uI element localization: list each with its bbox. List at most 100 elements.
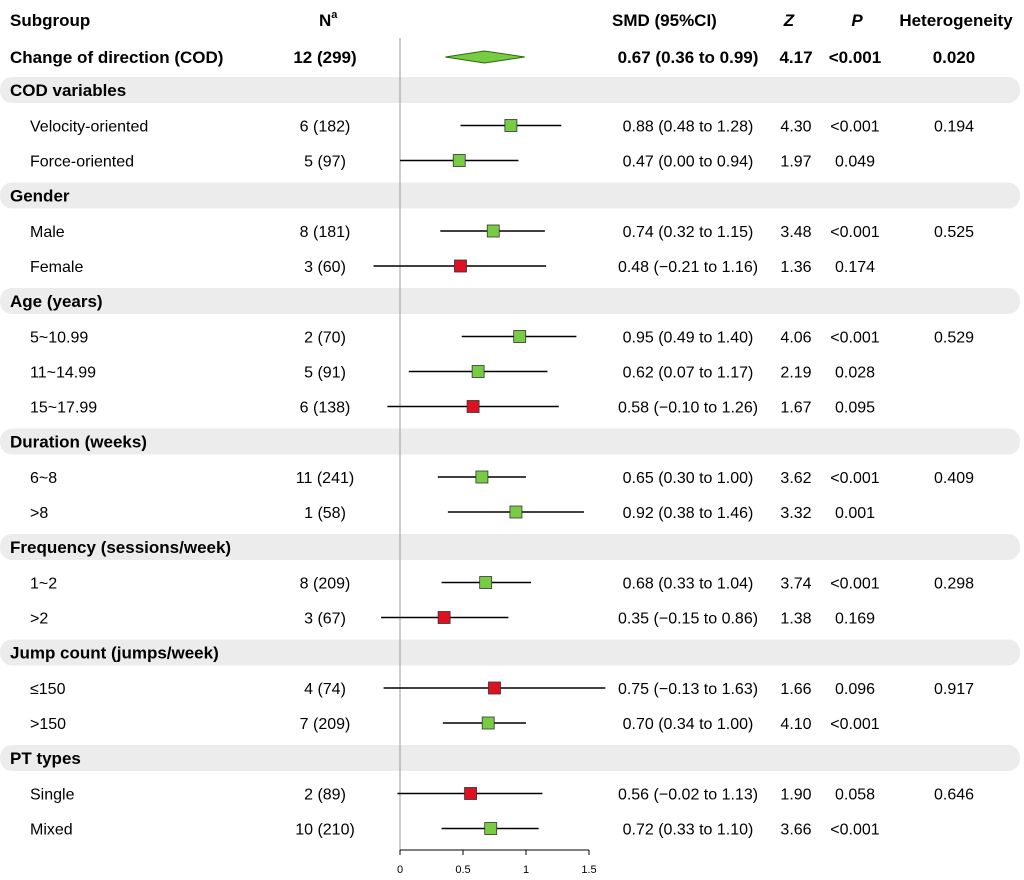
- row-n: 2 (89): [304, 787, 346, 804]
- row-p: 0.095: [835, 400, 875, 417]
- category-band: [0, 428, 1020, 455]
- row-ci: 0.92 (0.38 to 1.46): [623, 505, 754, 522]
- x-tick-label: 1: [523, 864, 529, 876]
- category-label: Jump count (jumps/week): [10, 644, 219, 663]
- table-row: 5~10.99 2 (70) 0.95 (0.49 to 1.40) 4.06 <0.0…: [30, 330, 974, 347]
- row-ci: 0.75 (−0.13 to 1.63): [618, 681, 758, 698]
- row-ci: 0.88 (0.48 to 1.28): [623, 119, 754, 136]
- row-ci: 0.56 (−0.02 to 1.13): [618, 787, 758, 804]
- row-n: 3 (60): [304, 259, 346, 276]
- category-band: [0, 182, 1020, 209]
- table-header: Subgroup Na SMD (95%CI) Z P Heterogeneit…: [10, 9, 1013, 30]
- row-n: 4 (74): [304, 681, 346, 698]
- table-row: Mixed 10 (210) 0.72 (0.33 to 1.10) 3.66 <0.0…: [30, 822, 880, 839]
- category-label: Frequency (sessions/week): [10, 538, 231, 557]
- row-n: 5 (91): [304, 365, 346, 382]
- row-n: 3 (67): [304, 611, 346, 628]
- point-estimate-square: [481, 716, 495, 730]
- row-label: >2: [30, 611, 48, 628]
- row-heterogeneity: 0.917: [934, 681, 974, 698]
- row-label: 6~8: [30, 470, 57, 487]
- header-heterogeneity: Heterogeneity: [899, 11, 1013, 30]
- row-z: 4.30: [780, 119, 811, 136]
- point-estimate-square: [452, 154, 466, 167]
- row-p: 0.028: [835, 365, 875, 382]
- x-tick-label: 0.5: [455, 864, 470, 876]
- row-n: 2 (70): [304, 330, 346, 347]
- row-p: <0.001: [830, 822, 879, 839]
- overall-label: Change of direction (COD): [10, 48, 223, 67]
- row-label: Velocity-oriented: [30, 119, 148, 136]
- header-n-text: N: [319, 11, 331, 30]
- row-label: >8: [30, 505, 48, 522]
- category-band: [0, 639, 1020, 666]
- row-z: 1.38: [780, 611, 811, 628]
- row-p: <0.001: [830, 470, 879, 487]
- point-estimate-square: [513, 330, 527, 343]
- row-label: ≤150: [30, 681, 66, 698]
- row-p: <0.001: [830, 576, 879, 593]
- table-row: Female 3 (60) 0.48 (−0.21 to 1.16) 1.36 0.17…: [30, 259, 875, 276]
- x-tick-label: 0: [397, 864, 403, 876]
- row-z: 1.66: [780, 681, 811, 698]
- row-n: 5 (97): [304, 154, 346, 171]
- row-z: 3.66: [780, 822, 811, 839]
- row-label: >150: [30, 716, 66, 733]
- row-label: Single: [30, 787, 75, 804]
- header-p: P: [851, 11, 863, 30]
- row-p: <0.001: [830, 330, 879, 347]
- point-estimate-square: [475, 470, 489, 484]
- overall-ci: 0.67 (0.36 to 0.99): [618, 48, 759, 67]
- row-ci: 0.35 (−0.15 to 0.86): [618, 611, 758, 628]
- row-z: 1.36: [780, 259, 811, 276]
- row-label: Force-oriented: [30, 154, 134, 171]
- row-n: 7 (209): [300, 716, 351, 733]
- row-p: <0.001: [830, 119, 879, 136]
- point-estimate-square: [488, 681, 501, 695]
- category-label: Duration (weeks): [10, 433, 147, 452]
- row-label: 1~2: [30, 576, 57, 593]
- row-p: 0.096: [835, 681, 875, 698]
- row-n: 8 (209): [300, 576, 351, 593]
- row-ci: 0.48 (−0.21 to 1.16): [618, 259, 758, 276]
- row-ci: 0.70 (0.34 to 1.00): [623, 716, 754, 733]
- header-n: Na: [319, 9, 338, 30]
- point-estimate-square: [437, 611, 451, 624]
- row-z: 3.32: [780, 505, 811, 522]
- table-row: 11~14.99 5 (91) 0.62 (0.07 to 1.17) 2.19 0.0…: [30, 365, 875, 382]
- overall-z: 4.17: [779, 48, 812, 67]
- forest-rows: Change of direction (COD) 12 (299) 0.67 (0…: [10, 48, 975, 839]
- row-heterogeneity: 0.646: [934, 787, 974, 804]
- row-label: Male: [30, 224, 65, 241]
- row-p: <0.001: [830, 716, 879, 733]
- point-estimate-square: [504, 119, 518, 132]
- row-label: Female: [30, 259, 83, 276]
- row-n: 11 (241): [296, 470, 354, 487]
- row-p: 0.174: [835, 259, 875, 276]
- row-z: 1.90: [780, 787, 811, 804]
- row-n: 6 (182): [300, 119, 351, 136]
- category-bands: [0, 77, 1020, 771]
- row-ci: 0.74 (0.32 to 1.15): [623, 224, 754, 241]
- table-row: 6~8 11 (241) 0.65 (0.30 to 1.00) 3.62 <0.001…: [30, 470, 974, 487]
- row-n: 1 (58): [304, 505, 346, 522]
- point-estimate-square: [454, 259, 467, 273]
- table-row: 1~2 8 (209) 0.68 (0.33 to 1.04) 3.74 <0.001 0…: [30, 576, 974, 593]
- overall-diamond: [445, 50, 525, 64]
- category-label: COD variables: [10, 81, 126, 100]
- table-row: Single 2 (89) 0.56 (−0.02 to 1.13) 1.90 0.05…: [30, 787, 974, 804]
- point-estimate-square: [471, 365, 485, 378]
- row-p: <0.001: [830, 224, 879, 241]
- row-ci: 0.95 (0.49 to 1.40): [623, 330, 754, 347]
- row-n: 6 (138): [300, 400, 351, 417]
- table-row: Force-oriented 5 (97) 0.47 (0.00 to 0.94) 1…: [30, 154, 875, 171]
- row-z: 2.19: [780, 365, 811, 382]
- category-band: [0, 745, 1020, 771]
- row-ci: 0.62 (0.07 to 1.17): [623, 365, 754, 382]
- x-tick-label: 1.5: [581, 864, 596, 876]
- table-row: 15~17.99 6 (138) 0.58 (−0.10 to 1.26) 1.67 0…: [30, 400, 875, 417]
- table-row: Male 8 (181) 0.74 (0.32 to 1.15) 3.48 <0.001…: [30, 224, 974, 241]
- point-estimate-square: [464, 787, 477, 800]
- row-z: 1.67: [780, 400, 811, 417]
